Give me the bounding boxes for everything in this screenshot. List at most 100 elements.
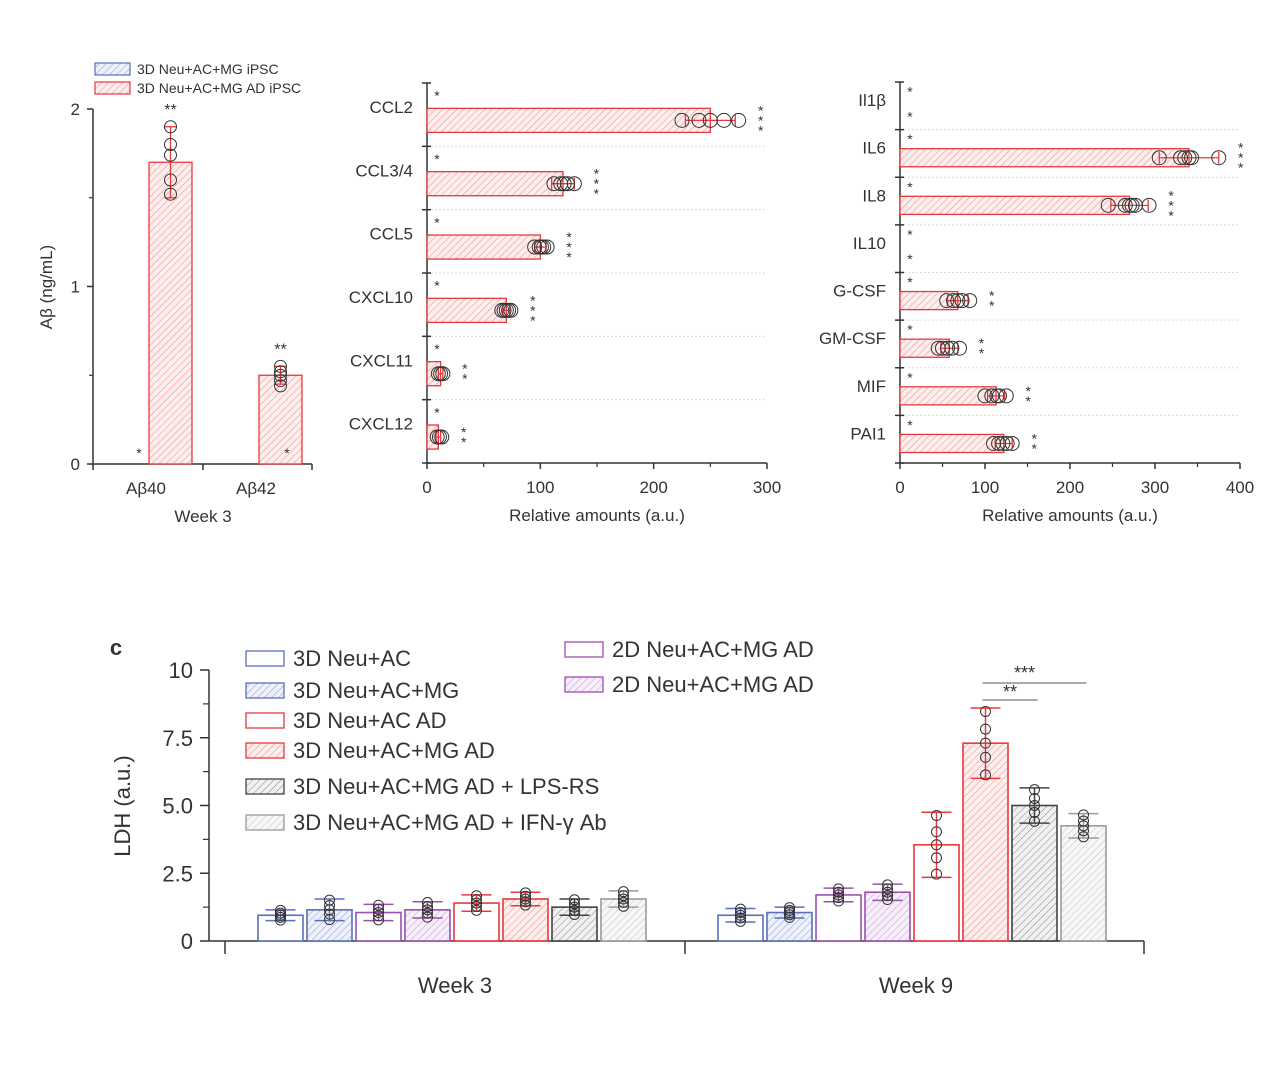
legend-swatch bbox=[94, 62, 131, 76]
data-point bbox=[422, 911, 433, 923]
data-point bbox=[618, 900, 629, 912]
significance-star: * bbox=[566, 229, 572, 245]
significance-star: * bbox=[758, 122, 764, 138]
data-point bbox=[731, 112, 747, 128]
data-point bbox=[471, 904, 482, 916]
legend-swatch bbox=[245, 742, 285, 759]
data-point bbox=[503, 302, 519, 318]
significance-star: * bbox=[530, 302, 536, 318]
significance-star: * bbox=[1238, 160, 1244, 176]
significance-star: * bbox=[461, 424, 467, 440]
data-point bbox=[324, 899, 335, 911]
data-point bbox=[1100, 197, 1116, 213]
data-point bbox=[991, 388, 1007, 404]
data-point bbox=[373, 907, 384, 919]
bar bbox=[404, 909, 451, 942]
significance-star: * bbox=[1238, 140, 1244, 156]
data-point bbox=[422, 904, 433, 916]
significance-star: * bbox=[989, 298, 995, 314]
data-point bbox=[931, 839, 942, 851]
data-point bbox=[471, 900, 482, 912]
data-point bbox=[998, 388, 1014, 404]
significance-label: * bbox=[434, 278, 440, 294]
data-point bbox=[422, 897, 433, 909]
bar bbox=[1011, 804, 1058, 942]
data-point bbox=[944, 340, 960, 356]
x-tick-label: 300 bbox=[753, 478, 781, 497]
data-point bbox=[833, 895, 844, 907]
x-tick-label: 100 bbox=[971, 478, 999, 497]
data-point bbox=[422, 907, 433, 919]
category-label: G-CSF bbox=[833, 282, 886, 301]
y-tick-label: 5.0 bbox=[162, 794, 193, 819]
legend-swatch bbox=[245, 778, 285, 795]
significance-star: * bbox=[1031, 440, 1037, 456]
legend-label: 3D Neu+AC bbox=[293, 646, 411, 671]
data-point bbox=[1151, 150, 1167, 166]
data-point bbox=[373, 914, 384, 926]
category-label: CXCL10 bbox=[349, 288, 413, 307]
data-point bbox=[520, 890, 531, 902]
data-point bbox=[560, 176, 576, 192]
significance-star: * bbox=[979, 345, 985, 361]
bar bbox=[899, 433, 1005, 454]
legend-swatch bbox=[564, 676, 604, 693]
category-label: Il1β bbox=[858, 91, 886, 110]
x-tick-label: 200 bbox=[1056, 478, 1084, 497]
y-tick-label: 2.5 bbox=[162, 861, 193, 886]
data-point bbox=[520, 896, 531, 908]
data-point bbox=[569, 908, 580, 920]
data-point bbox=[618, 890, 629, 902]
data-point bbox=[435, 366, 451, 382]
data-point bbox=[784, 902, 795, 914]
y-axis-label: LDH (a.u.) bbox=[110, 755, 135, 856]
data-point bbox=[373, 903, 384, 915]
significance-star: * bbox=[758, 112, 764, 128]
significance-star: * bbox=[594, 166, 600, 182]
data-point bbox=[833, 886, 844, 898]
data-point bbox=[954, 293, 970, 309]
x-axis-label: Relative amounts (a.u.) bbox=[509, 506, 685, 525]
legend-label: 3D Neu+AC+MG iPSC bbox=[137, 61, 279, 77]
data-point bbox=[980, 769, 991, 781]
significance-label: * bbox=[907, 84, 913, 100]
legend-label: 3D Neu+AC+MG AD + LPS-RS bbox=[293, 774, 599, 799]
data-point bbox=[935, 340, 950, 356]
data-point bbox=[1029, 792, 1040, 804]
significance-star: * bbox=[566, 249, 572, 265]
data-point bbox=[882, 879, 893, 891]
legend-swatch bbox=[564, 641, 604, 658]
data-point bbox=[1078, 809, 1089, 821]
significance-label: * bbox=[434, 151, 440, 167]
data-point bbox=[833, 889, 844, 901]
significance-star: * bbox=[1168, 207, 1174, 223]
data-point bbox=[784, 904, 795, 916]
data-point bbox=[980, 705, 991, 717]
data-point bbox=[274, 365, 287, 379]
data-point bbox=[1078, 820, 1089, 832]
data-point bbox=[275, 907, 286, 919]
data-point bbox=[931, 826, 942, 838]
data-point bbox=[569, 901, 580, 913]
data-point bbox=[946, 293, 962, 309]
y-tick-label: 1 bbox=[71, 278, 80, 297]
data-point bbox=[1124, 197, 1140, 213]
significance-star: * bbox=[1168, 187, 1174, 203]
data-point bbox=[275, 904, 286, 916]
data-point bbox=[569, 898, 580, 910]
legend-label: 3D Neu+AC+MG bbox=[293, 678, 459, 703]
x-tick-label: Week 3 bbox=[418, 973, 492, 998]
bar bbox=[258, 374, 303, 465]
data-point bbox=[882, 883, 893, 895]
data-point bbox=[1029, 815, 1040, 827]
significance-label: * bbox=[434, 404, 440, 420]
category-label: IL8 bbox=[862, 186, 886, 205]
significance-label: * bbox=[907, 274, 913, 290]
significance-label: * bbox=[907, 131, 913, 147]
significance-star: * bbox=[1026, 393, 1032, 409]
data-point bbox=[931, 852, 942, 864]
data-point bbox=[962, 293, 978, 309]
data-point bbox=[931, 868, 942, 880]
bar bbox=[426, 234, 541, 260]
data-point bbox=[274, 368, 287, 382]
